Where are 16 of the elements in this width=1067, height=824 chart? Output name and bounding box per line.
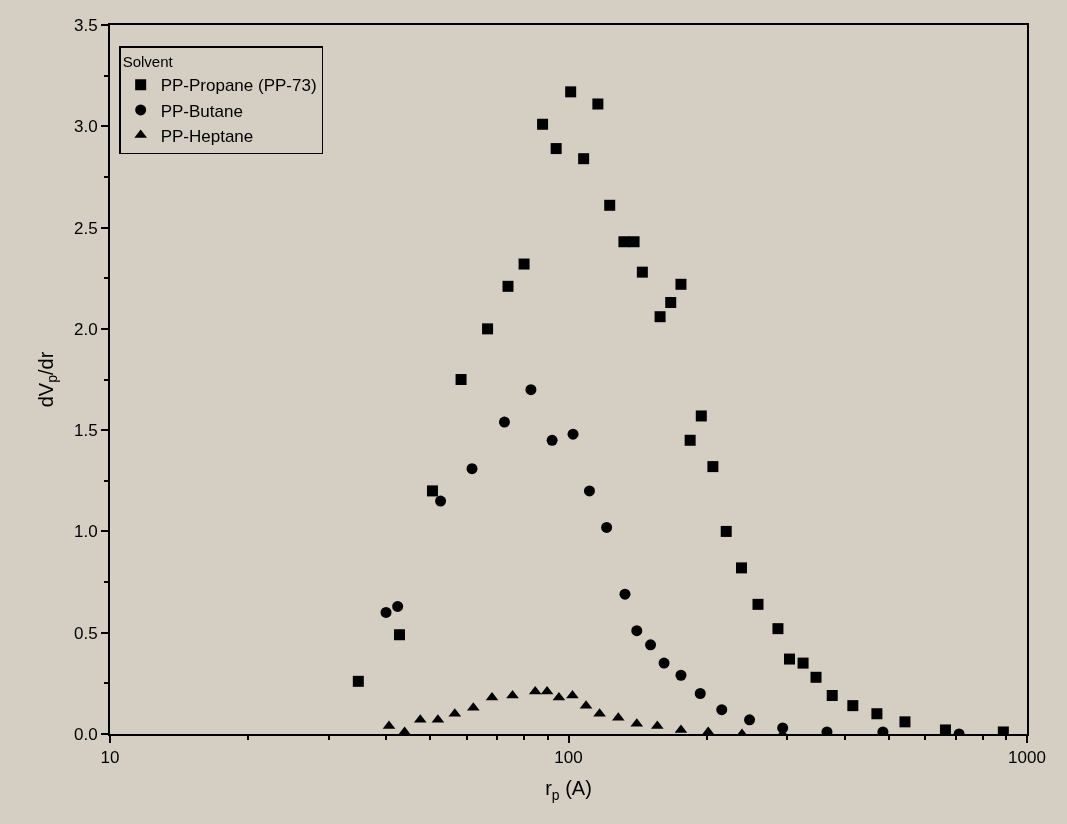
y-tick-label: 0.0 xyxy=(73,724,98,744)
x-axis-title: r$_{p}$ (A) xyxy=(545,777,592,803)
legend-label: PP-Butane xyxy=(160,101,243,121)
y-tick-label: 3.5 xyxy=(73,15,98,35)
legend-label: PP-Propane (PP-73) xyxy=(160,76,317,96)
y-tick-label: 3.0 xyxy=(73,117,98,137)
legend-label: PP-Heptane xyxy=(160,126,254,146)
x-tick-label: 1000 xyxy=(1008,748,1046,768)
y-tick-label: 0.5 xyxy=(73,623,98,643)
y-tick-label: 2.0 xyxy=(73,319,98,339)
y-tick-label: 2.5 xyxy=(73,218,98,238)
y-tick-label: 1.5 xyxy=(73,421,98,441)
x-tick-label: 10 xyxy=(100,748,120,768)
x-tick-label: 100 xyxy=(554,748,583,768)
legend-title: Solvent xyxy=(122,53,174,71)
y-tick-label: 1.0 xyxy=(73,522,98,542)
